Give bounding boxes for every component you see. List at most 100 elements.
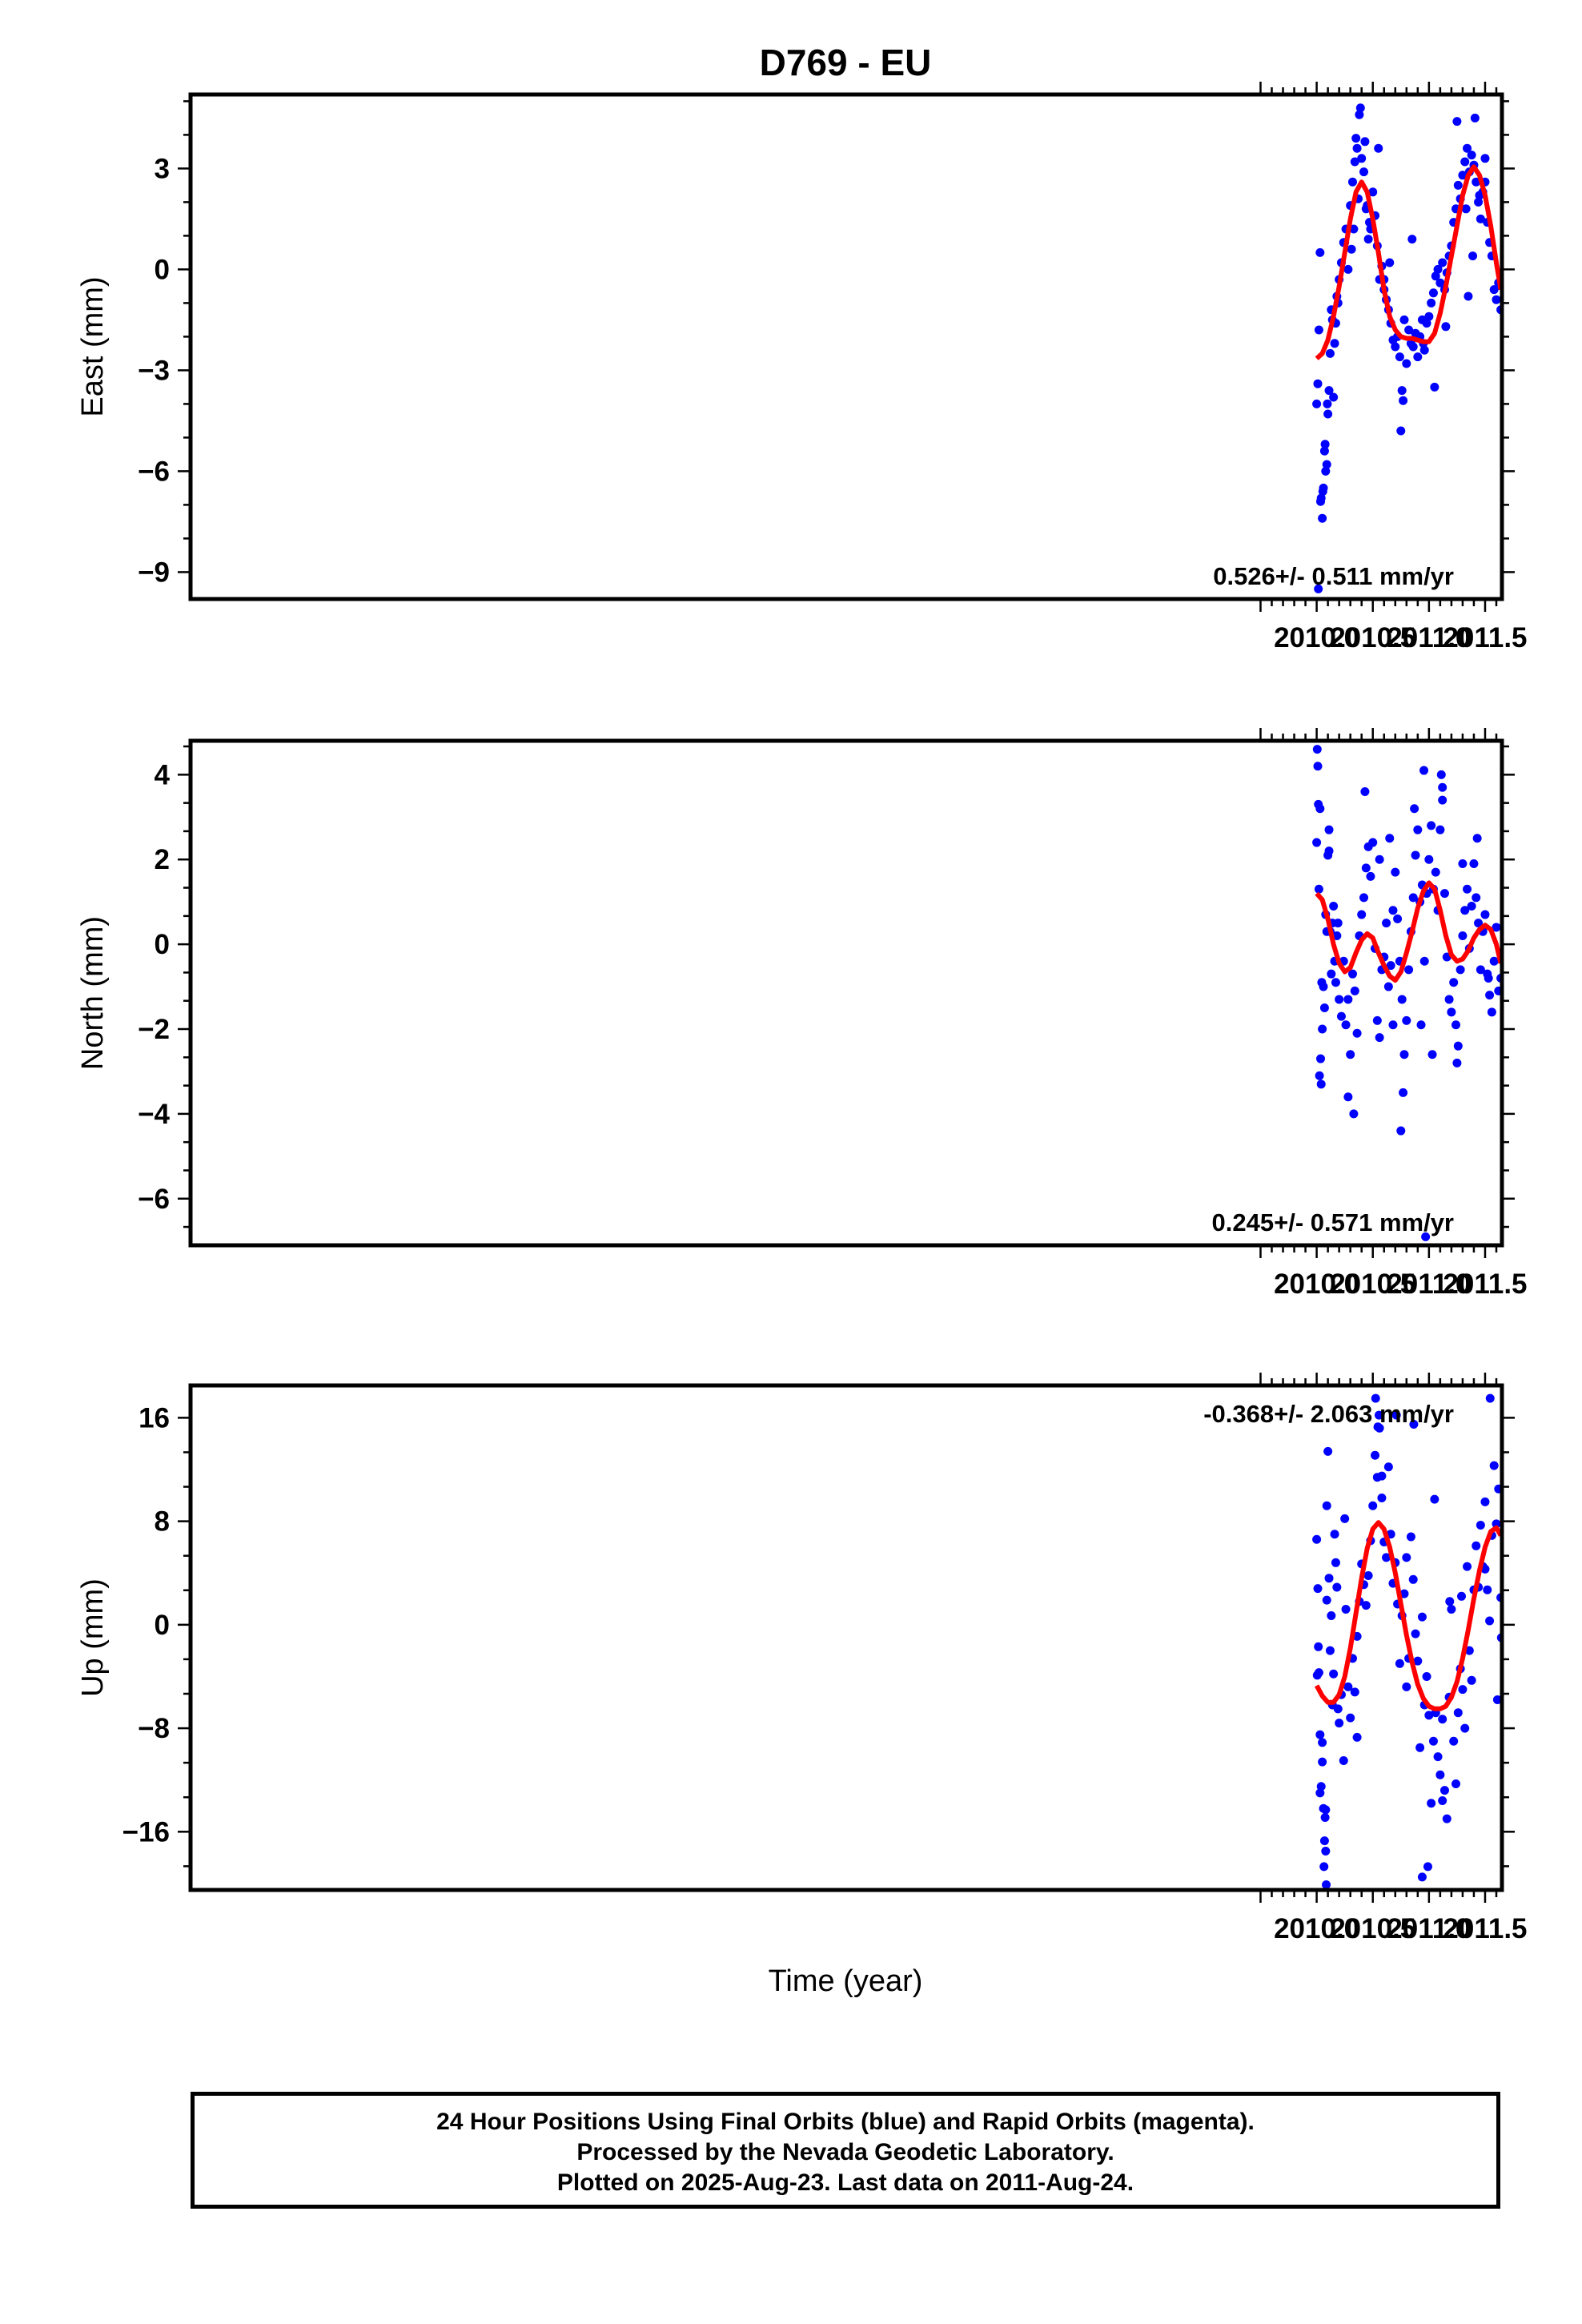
north-y-tick-label: −6	[138, 1184, 170, 1215]
north-data-point	[1366, 871, 1375, 881]
north-data-point	[1421, 1232, 1431, 1241]
up-data-point	[1402, 1553, 1411, 1562]
north-data-point	[1368, 838, 1378, 847]
east-y-tick-label: −3	[138, 355, 170, 386]
up-data-point	[1489, 1461, 1499, 1470]
up-data-point	[1409, 1419, 1419, 1429]
north-data-point	[1331, 978, 1340, 987]
north-rate-label: 0.245+/- 0.571 mm/yr	[1212, 1208, 1454, 1236]
north-data-point	[1419, 956, 1429, 966]
up-data-point	[1408, 1574, 1418, 1584]
north-data-point	[1487, 1007, 1496, 1017]
up-y-tick-label: 8	[155, 1506, 170, 1538]
up-data-point	[1399, 1589, 1409, 1598]
up-data-point	[1395, 1659, 1404, 1668]
east-data-point	[1464, 292, 1473, 301]
east-data-point	[1396, 426, 1406, 436]
east-data-point	[1323, 399, 1332, 408]
north-data-point	[1458, 859, 1468, 869]
east-y-tick-label: 0	[155, 254, 170, 285]
north-y-tick-label: −4	[138, 1099, 170, 1130]
up-data-point	[1330, 1530, 1339, 1539]
east-data-point	[1402, 359, 1411, 368]
north-data-point	[1375, 854, 1384, 864]
north-data-point	[1360, 787, 1370, 797]
east-data-point	[1424, 312, 1434, 321]
north-data-point	[1318, 1024, 1327, 1034]
up-data-point	[1377, 1471, 1387, 1481]
north-data-point	[1436, 770, 1446, 779]
up-data-point	[1314, 1642, 1323, 1651]
north-data-point	[1480, 910, 1490, 919]
east-data-point	[1476, 214, 1485, 223]
north-data-point	[1332, 931, 1342, 941]
east-data-point	[1395, 352, 1404, 362]
east-data-point	[1313, 379, 1323, 388]
north-data-point	[1314, 799, 1323, 809]
north-data-point	[1335, 995, 1344, 1004]
east-data-point	[1355, 103, 1365, 113]
north-data-point	[1447, 1007, 1456, 1017]
up-data-point	[1318, 1757, 1327, 1767]
north-y-tick-label: 0	[155, 929, 170, 960]
east-data-point	[1352, 143, 1362, 153]
north-data-point	[1456, 965, 1465, 975]
north-data-point	[1460, 906, 1470, 915]
north-data-point	[1324, 825, 1334, 834]
east-data-point	[1360, 137, 1370, 147]
up-data-point	[1439, 1786, 1449, 1795]
east-data-point	[1427, 298, 1436, 308]
north-x-tick-label: 2011.0	[1387, 1269, 1471, 1300]
up-data-point	[1453, 1708, 1463, 1718]
east-data-point	[1319, 446, 1329, 456]
north-data-point	[1383, 982, 1393, 991]
up-y-tick-label: −16	[122, 1816, 170, 1848]
up-data-point	[1322, 1501, 1331, 1510]
north-data-point	[1399, 1088, 1408, 1097]
footer-line-1: 24 Hour Positions Using Final Orbits (bl…	[436, 2109, 1255, 2135]
up-data-point	[1331, 1558, 1340, 1567]
east-data-point	[1363, 235, 1373, 244]
east-x-tick-label: 2011.5	[1443, 622, 1527, 653]
north-data-point	[1396, 1126, 1406, 1136]
north-data-point	[1336, 1011, 1346, 1021]
up-data-point	[1350, 1687, 1359, 1697]
north-data-point	[1341, 1020, 1351, 1030]
north-data-point	[1357, 910, 1367, 919]
chart-title: D769 - EU	[760, 42, 932, 83]
north-data-point	[1484, 973, 1493, 983]
north-fit-line	[1315, 880, 1502, 983]
east-data-point	[1419, 345, 1429, 355]
up-data-point	[1322, 1880, 1331, 1890]
north-data-point	[1438, 795, 1447, 805]
north-data-point	[1416, 1020, 1426, 1030]
north-y-tick-label: 4	[155, 759, 171, 790]
north-data-point	[1382, 919, 1391, 928]
east-data-point	[1467, 151, 1476, 160]
north-data-point	[1399, 1050, 1409, 1059]
up-data-point	[1415, 1743, 1425, 1752]
east-data-point	[1475, 191, 1484, 200]
north-data-point	[1327, 969, 1336, 979]
up-data-point	[1463, 1562, 1472, 1571]
north-data-point	[1427, 821, 1436, 830]
east-data-point	[1320, 440, 1330, 449]
up-data-point	[1485, 1616, 1495, 1626]
east-data-point	[1355, 110, 1364, 119]
up-data-point	[1452, 1779, 1461, 1789]
up-data-point	[1382, 1553, 1391, 1562]
east-data-point	[1458, 171, 1468, 180]
up-data-point	[1457, 1591, 1467, 1601]
north-data-point	[1467, 901, 1476, 911]
up-data-point	[1433, 1752, 1443, 1762]
north-data-point	[1476, 965, 1485, 975]
east-data-point	[1489, 285, 1499, 295]
east-data-point	[1453, 180, 1463, 190]
north-data-point	[1402, 1015, 1411, 1025]
east-data-point	[1347, 177, 1357, 187]
north-data-point	[1312, 745, 1322, 754]
north-data-point	[1427, 1050, 1437, 1059]
up-data-point	[1319, 1836, 1329, 1846]
up-y-tick-label: −8	[138, 1713, 170, 1744]
